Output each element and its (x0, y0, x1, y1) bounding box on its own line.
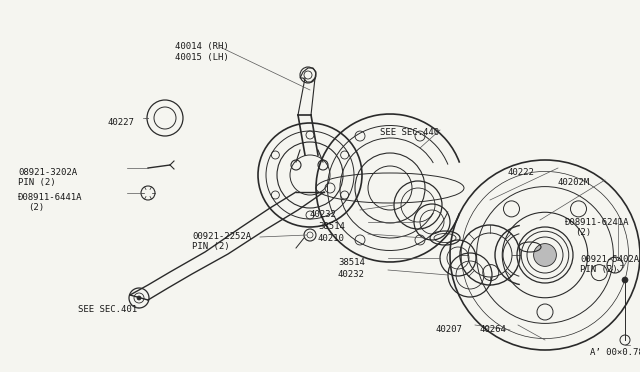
Text: 40222: 40222 (508, 168, 535, 177)
Text: 40232: 40232 (310, 210, 337, 219)
Circle shape (622, 277, 628, 283)
Text: 08921-3202A: 08921-3202A (18, 168, 77, 177)
Text: 00921-2252A: 00921-2252A (192, 232, 251, 241)
Text: PIN (2): PIN (2) (580, 265, 618, 274)
Text: PIN (2): PIN (2) (192, 242, 230, 251)
Text: 40264: 40264 (480, 325, 507, 334)
Text: Ð08911-6441A: Ð08911-6441A (18, 193, 83, 202)
Text: (2): (2) (575, 228, 591, 237)
Text: 40227: 40227 (108, 118, 135, 127)
Circle shape (534, 244, 556, 266)
Text: SEE SEC.440: SEE SEC.440 (380, 128, 439, 137)
Text: 40014 (RH): 40014 (RH) (175, 42, 228, 51)
Text: 38514: 38514 (338, 258, 365, 267)
Text: SEE SEC.401: SEE SEC.401 (78, 305, 137, 314)
Text: 38514: 38514 (318, 222, 345, 231)
Text: 40210: 40210 (318, 234, 345, 243)
Text: 40232: 40232 (338, 270, 365, 279)
Text: (2): (2) (28, 203, 44, 212)
Text: 40207: 40207 (435, 325, 462, 334)
Text: 00921-5402A: 00921-5402A (580, 255, 639, 264)
Text: 40202M: 40202M (558, 178, 590, 187)
Text: 40015 (LH): 40015 (LH) (175, 53, 228, 62)
Text: Ð08911-6241A: Ð08911-6241A (565, 218, 630, 227)
Circle shape (137, 296, 141, 300)
Text: PIN (2): PIN (2) (18, 178, 56, 187)
Text: A’ 00×0.78: A’ 00×0.78 (590, 348, 640, 357)
